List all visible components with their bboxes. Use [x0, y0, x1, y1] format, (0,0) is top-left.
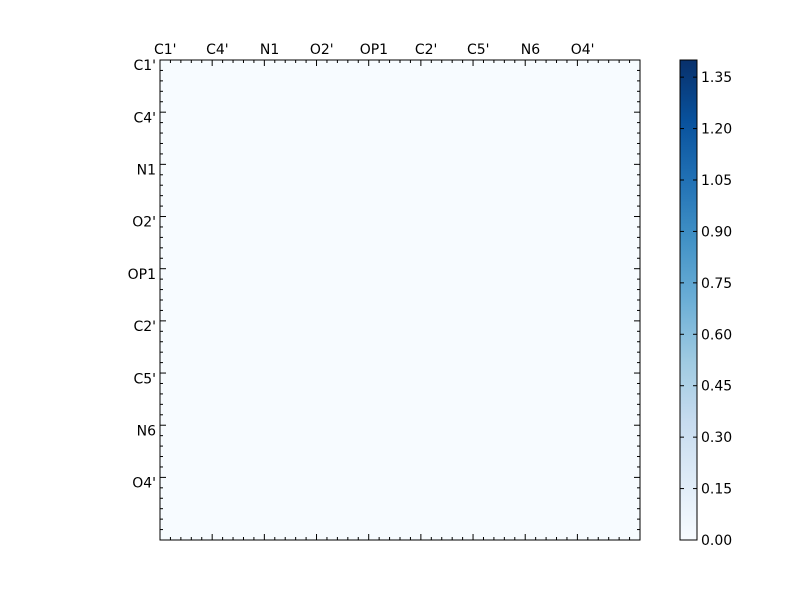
colorbar-tick-label: 0.00 — [701, 533, 732, 549]
colorbar-tick-label: 0.15 — [701, 482, 732, 498]
y-tick-labels: C1' C4' N1 O2' OP1 C2' C5' N6 O4' — [128, 58, 156, 491]
heatmap-background — [160, 60, 640, 540]
y-tick-label: N6 — [137, 423, 156, 439]
x-tick-label: C5' — [467, 42, 490, 58]
y-tick-label: C5' — [133, 371, 156, 387]
x-tick-label: C2' — [415, 42, 438, 58]
y-tick-label: O2' — [132, 215, 156, 231]
y-tick-label: C2' — [133, 319, 156, 335]
x-tick-labels: C1' C4' N1 O2' OP1 C2' C5' N6 O4' — [154, 42, 595, 58]
x-tick-label: N1 — [260, 42, 279, 58]
colorbar — [679, 59, 698, 541]
colorbar-tick-label: 0.75 — [701, 276, 732, 292]
colorbar-tick-label: 0.60 — [701, 327, 732, 343]
x-tick-label: OP1 — [360, 42, 388, 58]
colorbar-tick-label: 0.90 — [701, 224, 732, 240]
colorbar-tick-label: 0.30 — [701, 430, 732, 446]
y-tick-label: C1' — [133, 58, 156, 74]
colorbar-tick-label: 1.20 — [701, 122, 732, 138]
axis-ticks — [159, 59, 641, 541]
colorbar-tick-label: 1.05 — [701, 173, 732, 189]
x-tick-label: C4' — [206, 42, 229, 58]
y-tick-label: C4' — [133, 110, 156, 126]
y-tick-label: O4' — [132, 476, 156, 492]
x-tick-label: O2' — [310, 42, 334, 58]
colorbar-tick-label: 0.45 — [701, 379, 732, 395]
colorbar-tick-label: 1.35 — [701, 70, 732, 86]
y-tick-label: OP1 — [128, 267, 156, 283]
x-tick-label: O4' — [571, 42, 595, 58]
x-tick-label: N6 — [521, 42, 540, 58]
heatmap-cells — [160, 60, 640, 540]
colorbar-ticks: 0.00 0.15 0.30 0.45 0.60 0.75 0.90 1.05 1.20 1.35 — [680, 70, 732, 549]
y-tick-label: N1 — [137, 163, 156, 179]
x-tick-label: C1' — [154, 42, 177, 58]
